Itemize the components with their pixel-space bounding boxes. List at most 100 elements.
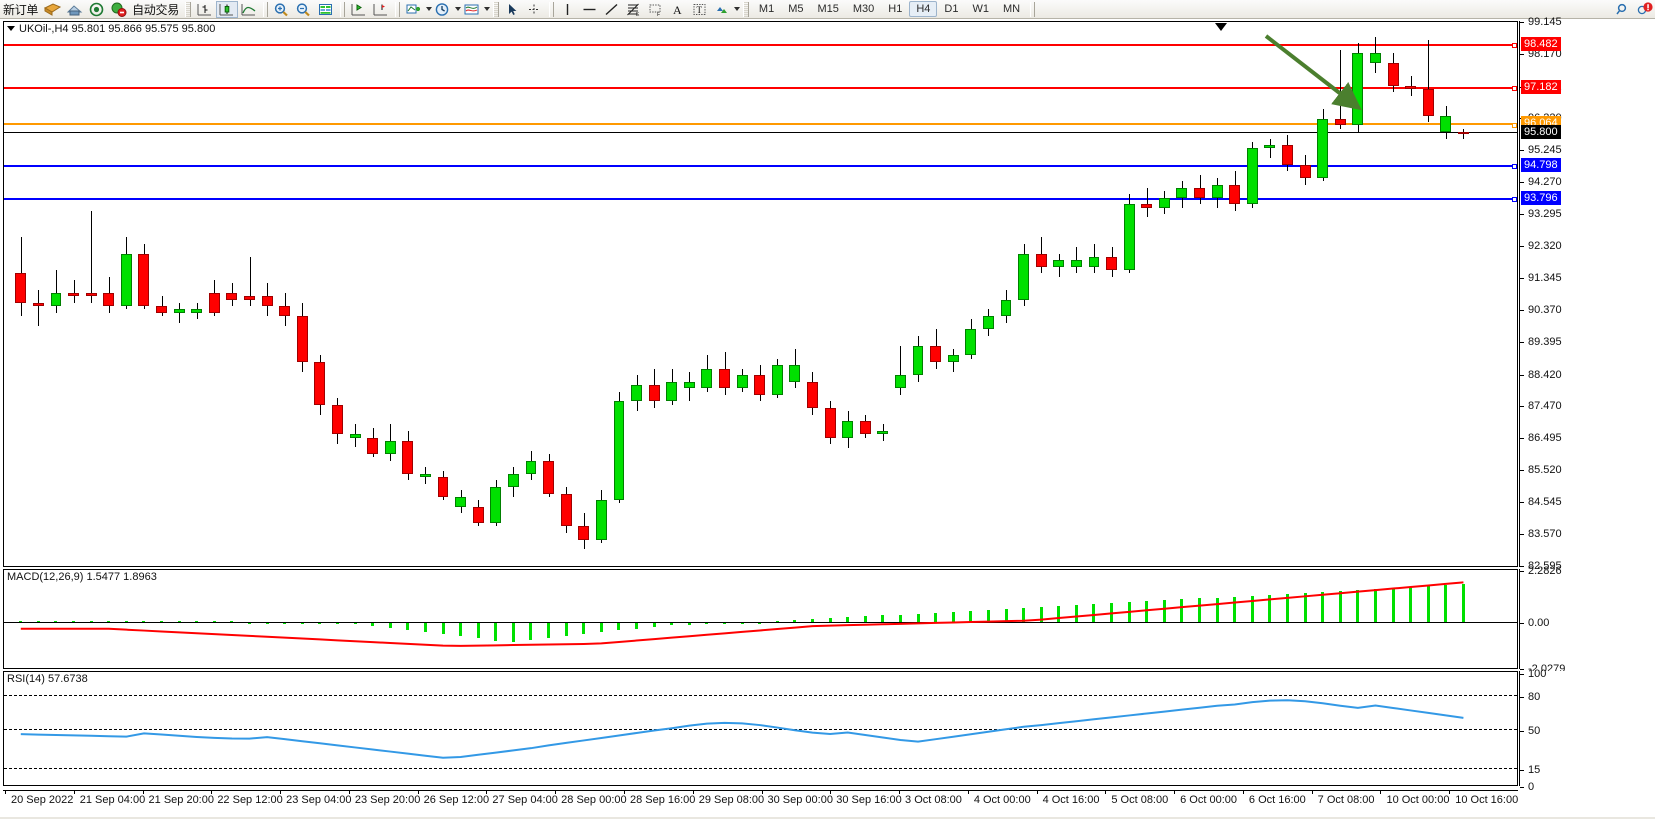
zoom-out-icon[interactable] xyxy=(293,1,315,18)
timeframe-mn[interactable]: MN xyxy=(1002,3,1021,15)
macd-histogram-bar xyxy=(371,621,375,626)
time-tick: 7 Oct 08:00 xyxy=(1311,790,1375,806)
timeframe-m15[interactable]: M15 xyxy=(817,3,839,15)
chart-area[interactable]: UKOil-,H4 95.801 95.866 95.575 95.800 MA… xyxy=(0,16,1655,819)
objects-dropdown-caret[interactable] xyxy=(733,7,740,11)
candle-body xyxy=(1405,85,1417,90)
indicators-dropdown-caret[interactable] xyxy=(425,7,432,11)
timeframe-h1[interactable]: H1 xyxy=(888,3,903,15)
collapse-arrow-icon[interactable] xyxy=(7,26,15,31)
candle-body xyxy=(507,473,519,487)
text-label-icon[interactable]: F xyxy=(645,1,667,18)
macd-tick: 2.2826 xyxy=(1520,565,1562,577)
templates-dropdown-caret[interactable] xyxy=(483,7,490,11)
hline-icon[interactable] xyxy=(579,1,601,18)
candle-body xyxy=(1334,118,1346,126)
rsi-tick: 15 xyxy=(1520,764,1540,776)
news-icon[interactable] xyxy=(41,1,63,18)
macd-tick: 0.00 xyxy=(1520,617,1549,629)
macd-histogram-bar xyxy=(318,621,322,624)
macd-panel[interactable]: MACD(12,26,9) 1.5477 1.8963 xyxy=(3,569,1518,669)
macd-histogram-bar xyxy=(1057,606,1061,622)
price-line-93.796[interactable] xyxy=(4,197,1517,203)
timeframe-h4[interactable]: H4 xyxy=(909,1,938,17)
candle-wick xyxy=(91,210,92,303)
indicators-icon[interactable] xyxy=(403,1,425,18)
period-dropdown-caret[interactable] xyxy=(454,7,461,11)
price-axis[interactable]: 99.14598.17097.18296.22095.24594.27093.2… xyxy=(1519,16,1655,572)
new-order-button[interactable]: 新订单 xyxy=(3,2,39,17)
macd-signal-line xyxy=(20,581,1464,647)
macd-histogram-bar xyxy=(810,619,814,622)
search-icon[interactable] xyxy=(1611,1,1633,18)
candle-wick xyxy=(1076,246,1077,274)
timeframe-m5[interactable]: M5 xyxy=(788,3,804,15)
fibonacci-icon[interactable]: E xyxy=(623,1,645,18)
candle-wick xyxy=(900,345,901,395)
textbox-icon[interactable]: T xyxy=(689,1,711,18)
macd-histogram-bar xyxy=(89,620,93,623)
macd-histogram-bar xyxy=(582,621,586,635)
candle-body xyxy=(1053,260,1065,267)
candle-body xyxy=(771,365,783,395)
macd-histogram-bar xyxy=(1004,608,1008,622)
rsi-panel[interactable]: RSI(14) 57.6738 xyxy=(3,671,1518,786)
candle-body xyxy=(1000,299,1012,316)
candle-body xyxy=(754,375,766,395)
trendline-icon[interactable] xyxy=(601,1,623,18)
candlestick-chart-icon[interactable] xyxy=(215,0,238,18)
candle-body xyxy=(1211,184,1223,198)
auto-scroll-icon[interactable] xyxy=(370,1,392,18)
candle-body xyxy=(1422,89,1434,116)
candle-body xyxy=(191,309,203,313)
templates-icon[interactable] xyxy=(461,1,483,18)
toolbar-grip-2[interactable] xyxy=(492,1,499,17)
auto-trading-icon[interactable] xyxy=(107,1,129,18)
signal-icon[interactable] xyxy=(85,1,107,18)
price-line-98.482[interactable] xyxy=(4,43,1517,49)
cursor-icon[interactable] xyxy=(502,1,524,18)
macd-histogram-bar xyxy=(1074,605,1078,622)
candle-body xyxy=(1141,204,1153,208)
price-line-94.798[interactable] xyxy=(4,164,1517,170)
timeframe-m30[interactable]: M30 xyxy=(852,3,875,15)
rsi-line xyxy=(20,699,1464,759)
data-window-icon[interactable] xyxy=(315,1,337,18)
price-panel[interactable]: UKOil-,H4 95.801 95.866 95.575 95.800 xyxy=(3,21,1518,567)
chart-shift-icon[interactable] xyxy=(348,1,370,18)
candle-body xyxy=(1387,62,1399,86)
timeframe-w1[interactable]: W1 xyxy=(972,3,989,15)
line-chart-icon[interactable] xyxy=(238,1,260,18)
candle-body xyxy=(85,293,97,297)
text-icon[interactable]: A xyxy=(667,1,689,18)
current-price-label[interactable]: 95.800 xyxy=(1521,124,1561,139)
resistance-1-label[interactable]: 97.182 xyxy=(1521,79,1561,94)
bar-chart-icon[interactable] xyxy=(194,1,216,18)
toolbar-grip[interactable] xyxy=(184,1,191,17)
toolbar-grip-3[interactable] xyxy=(742,1,749,17)
timeframe-m1[interactable]: M1 xyxy=(758,3,775,15)
objects-icon[interactable] xyxy=(711,1,733,18)
candle-body xyxy=(560,493,572,527)
time-axis[interactable]: 20 Sep 2022 21 Sep 04:00 21 Sep 20:00 22 Se… xyxy=(3,790,1518,814)
time-tick: 30 Sep 16:00 xyxy=(830,790,902,806)
downtrend-arrow xyxy=(1264,34,1362,111)
mailbox-icon[interactable] xyxy=(63,1,85,18)
time-tick: 6 Oct 00:00 xyxy=(1174,790,1237,806)
horizontal-scrollbar[interactable] xyxy=(0,817,1655,819)
zoom-in-icon[interactable] xyxy=(271,1,293,18)
crosshair-icon[interactable] xyxy=(524,1,546,18)
macd-histogram-bar xyxy=(617,621,621,631)
timeframe-d1[interactable]: D1 xyxy=(944,3,959,15)
price-line-96.064[interactable] xyxy=(4,122,1517,128)
period-icon[interactable] xyxy=(432,1,454,18)
auto-trading-label[interactable]: 自动交易 xyxy=(132,2,179,17)
vline-icon[interactable] xyxy=(557,1,579,18)
support-1-label[interactable]: 94.798 xyxy=(1521,157,1561,172)
price-line-97.182[interactable] xyxy=(4,86,1517,92)
macd-histogram-bar xyxy=(1444,585,1448,622)
resistance-2-label[interactable]: 98.482 xyxy=(1521,36,1561,51)
candle-body xyxy=(384,440,396,455)
support-2-label[interactable]: 93.796 xyxy=(1521,190,1561,205)
alert-icon[interactable] xyxy=(1633,1,1655,18)
